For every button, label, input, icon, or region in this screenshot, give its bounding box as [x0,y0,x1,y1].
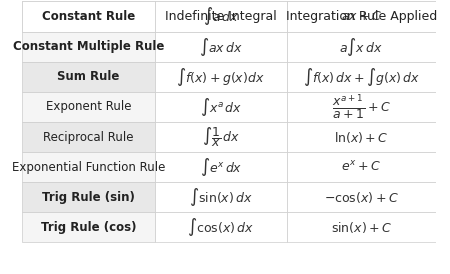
FancyBboxPatch shape [22,182,155,212]
FancyBboxPatch shape [287,1,436,32]
FancyBboxPatch shape [155,92,287,122]
Text: $\int x^{a}\, dx$: $\int x^{a}\, dx$ [199,96,242,118]
Text: Sum Rule: Sum Rule [57,70,120,83]
Text: Integration Rule Applied: Integration Rule Applied [286,10,437,23]
FancyBboxPatch shape [287,1,436,32]
FancyBboxPatch shape [22,32,155,62]
FancyBboxPatch shape [287,122,436,152]
FancyBboxPatch shape [287,62,436,92]
FancyBboxPatch shape [287,182,436,212]
Text: $\int a\, dx$: $\int a\, dx$ [202,5,239,27]
FancyBboxPatch shape [22,152,155,182]
FancyBboxPatch shape [287,212,436,242]
FancyBboxPatch shape [155,62,287,92]
Text: $-\cos(x) + C$: $-\cos(x) + C$ [324,190,399,205]
Text: $\sin(x) + C$: $\sin(x) + C$ [331,220,392,235]
Text: $a\int x\, dx$: $a\int x\, dx$ [339,36,383,58]
FancyBboxPatch shape [22,1,155,32]
Text: Constant Multiple Rule: Constant Multiple Rule [13,40,164,53]
FancyBboxPatch shape [155,1,287,32]
FancyBboxPatch shape [287,152,436,182]
FancyBboxPatch shape [155,122,287,152]
Text: $\int \sin(x)\, dx$: $\int \sin(x)\, dx$ [189,186,252,208]
FancyBboxPatch shape [155,212,287,242]
FancyBboxPatch shape [22,62,155,92]
FancyBboxPatch shape [22,212,155,242]
Text: $\int \dfrac{1}{x}\, dx$: $\int \dfrac{1}{x}\, dx$ [202,125,240,149]
Text: Reciprocal Rule: Reciprocal Rule [43,130,134,144]
FancyBboxPatch shape [155,182,287,212]
FancyBboxPatch shape [287,92,436,122]
Text: Constant Rule: Constant Rule [42,10,135,23]
Text: Exponential Function Rule: Exponential Function Rule [12,161,165,174]
Text: Exponent Rule: Exponent Rule [46,100,131,113]
Text: $\int f(x)\, dx + \int g(x)\, dx$: $\int f(x)\, dx + \int g(x)\, dx$ [303,66,420,88]
FancyBboxPatch shape [155,32,287,62]
Text: $\int \cos(x)\, dx$: $\int \cos(x)\, dx$ [187,216,254,238]
FancyBboxPatch shape [22,1,155,32]
FancyBboxPatch shape [22,122,155,152]
FancyBboxPatch shape [155,152,287,182]
Text: $\int f(x) + g(x)dx$: $\int f(x) + g(x)dx$ [176,66,265,88]
Text: $\int e^{x}\, dx$: $\int e^{x}\, dx$ [199,156,242,178]
Text: $\ln(x) + C$: $\ln(x) + C$ [334,130,389,144]
FancyBboxPatch shape [155,1,287,32]
Text: $\int ax\, dx$: $\int ax\, dx$ [199,36,243,58]
Text: $ax + C$: $ax + C$ [341,10,382,23]
FancyBboxPatch shape [287,32,436,62]
Text: $\dfrac{x^{a+1}}{a+1} + C$: $\dfrac{x^{a+1}}{a+1} + C$ [332,92,391,122]
Text: Trig Rule (cos): Trig Rule (cos) [40,221,136,234]
FancyBboxPatch shape [22,92,155,122]
Text: $e^{x} + C$: $e^{x} + C$ [342,160,381,174]
Text: Indefinite Integral: Indefinite Integral [165,10,277,23]
Text: Trig Rule (sin): Trig Rule (sin) [42,191,135,204]
